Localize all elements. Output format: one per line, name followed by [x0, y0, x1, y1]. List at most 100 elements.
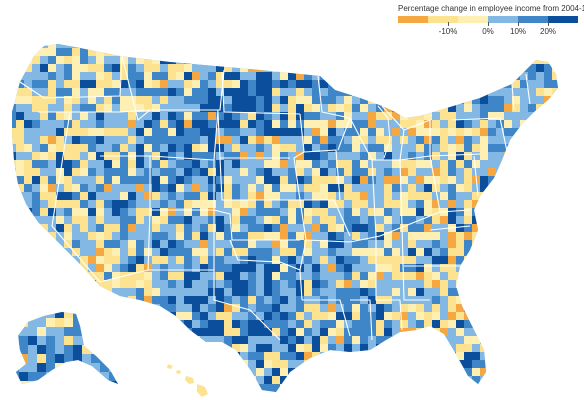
- county-cell: [32, 88, 40, 96]
- county-cell: [344, 216, 352, 224]
- county-cell: [288, 384, 296, 392]
- county-cell: [400, 56, 408, 64]
- county-cell: [136, 144, 144, 152]
- county-cell: [0, 128, 8, 136]
- county-cell: [120, 104, 128, 112]
- county-cell: [304, 160, 312, 168]
- county-cell: [16, 208, 24, 216]
- county-cell: [344, 200, 352, 208]
- county-cell: [328, 288, 336, 296]
- county-cell: [176, 144, 184, 152]
- county-cell: [40, 128, 48, 136]
- county-cell: [56, 296, 64, 304]
- county-cell: [216, 240, 224, 248]
- county-cell: [472, 44, 480, 48]
- county-cell: [160, 104, 168, 112]
- county-cell: [192, 224, 200, 232]
- county-cell: [528, 216, 536, 224]
- county-cell: [264, 200, 272, 208]
- county-cell: [32, 288, 40, 296]
- county-cell: [104, 184, 112, 192]
- county-cell: [48, 248, 56, 256]
- county-cell: [440, 96, 448, 104]
- county-cell: [288, 248, 296, 256]
- county-cell: [208, 128, 216, 136]
- county-cell: [264, 320, 272, 328]
- county-cell: [568, 72, 576, 80]
- county-cell: [152, 368, 160, 376]
- county-cell: [304, 248, 312, 256]
- county-cell: [288, 368, 296, 376]
- county-cell: [160, 336, 168, 344]
- county-cell: [280, 112, 288, 120]
- county-cell: [344, 320, 352, 328]
- county-cell: [88, 256, 96, 264]
- alaska-borough-cell: [64, 327, 73, 336]
- county-cell: [264, 272, 272, 280]
- county-cell: [424, 256, 432, 264]
- county-cell: [328, 128, 336, 136]
- county-cell: [456, 336, 464, 344]
- county-cell: [488, 328, 496, 336]
- county-cell: [120, 80, 128, 88]
- county-cell: [12, 272, 16, 280]
- county-cell: [264, 96, 272, 104]
- county-cell: [512, 336, 520, 344]
- county-cell: [296, 384, 304, 392]
- county-cell: [168, 224, 176, 232]
- county-cell: [408, 80, 416, 88]
- county-cell: [520, 336, 528, 344]
- county-cell: [392, 328, 400, 336]
- county-cell: [24, 200, 32, 208]
- county-cell: [536, 152, 544, 160]
- county-cell: [304, 64, 312, 72]
- county-cell: [192, 112, 200, 120]
- alaska-borough-cell: [28, 336, 37, 345]
- county-cell: [440, 80, 448, 88]
- county-cell: [320, 368, 328, 376]
- county-cell: [240, 352, 248, 360]
- county-cell: [392, 360, 400, 368]
- county-cell: [128, 64, 136, 72]
- alaska-borough-cell: [73, 336, 82, 345]
- county-cell: [240, 72, 248, 80]
- county-cell: [192, 88, 200, 96]
- county-cell: [272, 56, 280, 64]
- alaska-borough-cell: [109, 336, 118, 345]
- county-cell: [336, 264, 344, 272]
- county-cell: [512, 240, 520, 248]
- county-cell: [248, 352, 256, 360]
- county-cell: [352, 160, 360, 168]
- county-cell: [112, 288, 120, 296]
- county-cell: [104, 288, 112, 296]
- county-cell: [520, 232, 528, 240]
- county-cell: [368, 224, 376, 232]
- county-cell: [312, 392, 320, 400]
- county-cell: [480, 88, 488, 96]
- county-cell: [184, 120, 192, 128]
- county-cell: [232, 104, 240, 112]
- county-cell: [472, 392, 480, 400]
- county-cell: [12, 208, 16, 216]
- county-cell: [128, 248, 136, 256]
- county-cell: [296, 80, 304, 88]
- county-cell: [264, 208, 272, 216]
- county-cell: [424, 232, 432, 240]
- county-cell: [480, 192, 488, 200]
- county-cell: [560, 192, 568, 200]
- alaska-borough-cell: [16, 345, 19, 354]
- county-cell: [336, 304, 344, 312]
- county-cell: [336, 352, 344, 360]
- county-cell: [104, 64, 112, 72]
- county-cell: [32, 160, 40, 168]
- county-cell: [280, 160, 288, 168]
- county-cell: [288, 144, 296, 152]
- county-cell: [280, 288, 288, 296]
- county-cell: [168, 160, 176, 168]
- county-cell: [360, 192, 368, 200]
- county-cell: [192, 48, 200, 56]
- county-cell: [432, 112, 440, 120]
- county-cell: [464, 224, 472, 232]
- county-cell: [64, 64, 72, 72]
- county-cell: [296, 216, 304, 224]
